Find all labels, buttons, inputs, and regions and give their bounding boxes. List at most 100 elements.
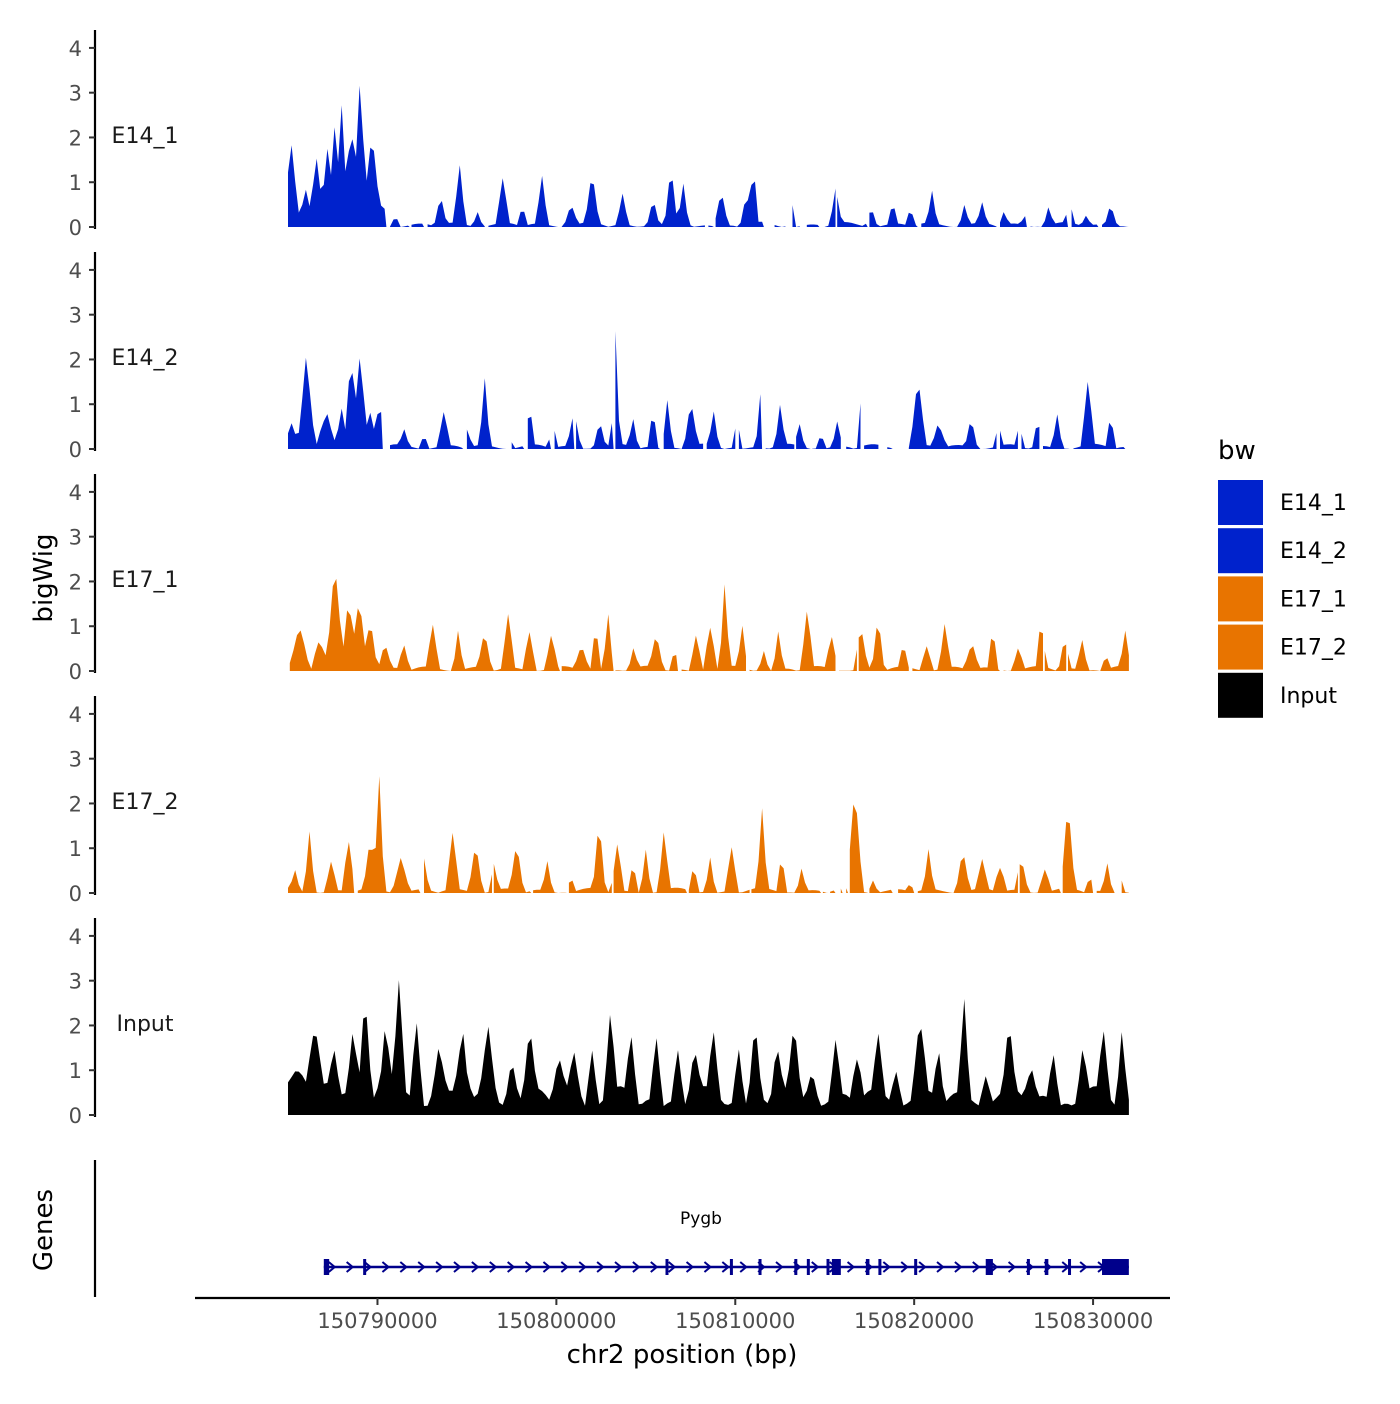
gene-strand-arrow (775, 1261, 784, 1273)
gene-strand-arrow (381, 1261, 390, 1273)
signal-area-E14_2-0 (288, 357, 383, 449)
signal-area-E14_2-12 (796, 424, 811, 449)
signal-area-E17_2-11 (840, 888, 843, 893)
gene-exon-13 (1026, 1259, 1030, 1275)
gene-exon-8 (831, 1259, 841, 1275)
genes-axis-title: Genes (29, 1189, 59, 1271)
x-tick-label-2: 150810000 (675, 1309, 795, 1333)
signal-area-E17_1-0 (289, 578, 560, 671)
gene-strand-arrow (650, 1261, 659, 1273)
gene-strand-arrow (363, 1261, 373, 1273)
gene-strand-arrow (399, 1261, 408, 1273)
signal-area-E14_1-12 (837, 196, 868, 227)
track-label-E17_2: E17_2 (112, 790, 179, 815)
signal-area-E14_1-4 (488, 175, 559, 227)
gene-strand-arrow (703, 1261, 713, 1273)
signal-area-E14_2-19 (1000, 430, 1018, 449)
gene-strand-arrow (918, 1261, 927, 1273)
gene-exon-7 (826, 1259, 830, 1275)
signal-area-E17_2-8 (751, 808, 822, 893)
signal-area-E14_1-14 (921, 190, 997, 227)
legend-swatch-E17_1 (1218, 576, 1263, 622)
signal-area-E17_2-6 (613, 832, 687, 893)
gene-exon-16 (1102, 1259, 1129, 1275)
gene-exon-6 (806, 1259, 810, 1275)
signal-area-E14_1-17 (1071, 209, 1099, 227)
signal-area-E17_2-10 (830, 890, 836, 893)
signal-area-E14_1-9 (792, 205, 800, 227)
signal-area-E17_2-14 (869, 880, 893, 893)
y-tick-label-E17_2-2: 2 (69, 792, 82, 816)
legend-label-E14_1: E14_1 (1280, 491, 1347, 516)
signal-area-E14_2-22 (1073, 381, 1126, 449)
gene-exon-5 (794, 1259, 798, 1275)
gene-strand-arrow (346, 1261, 355, 1273)
gene-strand-arrow (882, 1261, 891, 1273)
y-tick-label-E17_1-4: 4 (69, 481, 82, 505)
signal-area-E14_2-7 (615, 331, 661, 449)
signal-area-E17_1-5 (839, 649, 857, 671)
signal-area-E14_1-6 (708, 225, 714, 227)
y-tick-label-Input-0: 0 (69, 1104, 82, 1128)
legend-label-E17_1: E17_1 (1280, 587, 1347, 612)
signal-area-E14_1-1 (390, 219, 410, 227)
signal-area-E14_2-18 (982, 433, 997, 449)
x-tick-label-4: 150830000 (1033, 1309, 1153, 1333)
signal-area-E14_2-10 (738, 394, 763, 449)
signal-area-E17_2-1 (357, 776, 421, 893)
gene-label: Pygb (680, 1209, 722, 1229)
y-tick-label-E17_1-0: 0 (69, 660, 82, 684)
y-tick-label-E17_1-1: 1 (69, 615, 82, 639)
signal-area-E14_2-1 (390, 412, 464, 449)
y-tick-label-E17_2-0: 0 (69, 882, 82, 906)
signal-area-E14_2-13 (812, 421, 841, 449)
gene-strand-arrow (542, 1261, 551, 1273)
track-label-Input: Input (117, 1012, 174, 1037)
legend-swatch-E14_1 (1218, 480, 1263, 525)
signal-area-E14_1-3 (427, 165, 485, 227)
signal-area-E14_2-8 (663, 400, 704, 449)
signal-area-E14_1-13 (869, 208, 918, 227)
signal-area-E14_1-5 (561, 180, 705, 227)
legend: bw E14_1 E14_2 E17_1 E17_2 Input (1218, 436, 1347, 718)
signal-area-E14_1-7 (715, 181, 764, 227)
gene-strand-arrow (560, 1261, 569, 1273)
signal-area-E17_1-2 (615, 639, 678, 671)
signal-area-E14_1-15 (1000, 212, 1027, 227)
signal-area-E17_2-13 (849, 804, 868, 893)
y-tick-label-E14_1-1: 1 (69, 171, 82, 195)
signal-area-E17_2-16 (917, 849, 1018, 893)
gene-strand-arrow (489, 1261, 498, 1273)
signal-area-E17_2-2 (424, 832, 492, 893)
y-tick-label-E14_1-3: 3 (69, 82, 82, 106)
track-label-E14_2: E14_2 (112, 346, 179, 371)
legend-label-Input: Input (1280, 684, 1337, 709)
gene-strand-arrow (614, 1261, 623, 1273)
gene-strand-arrow (524, 1261, 534, 1273)
legend-swatch-E17_2 (1218, 624, 1263, 670)
gene-strand-arrow (328, 1261, 337, 1273)
signal-area-E17_2-0 (288, 831, 355, 893)
signal-area-Input-0 (288, 980, 1129, 1115)
gene-exon-10 (878, 1259, 882, 1275)
y-tick-label-E14_1-4: 4 (69, 37, 82, 61)
signal-area-E17_2-18 (1062, 821, 1094, 893)
signal-area-E17_1-9 (1044, 644, 1067, 671)
signal-area-E14_1-8 (774, 225, 786, 227)
gene-exon-12 (985, 1259, 993, 1275)
y-tick-label-E14_1-0: 0 (69, 216, 82, 240)
signal-area-E17_1-3 (681, 584, 746, 671)
gene-exon-9 (865, 1259, 870, 1275)
signal-area-E14_2-3 (511, 442, 525, 449)
legend-label-E17_2: E17_2 (1280, 636, 1347, 661)
signal-area-E14_2-2 (466, 378, 509, 449)
gene-strand-arrow (1007, 1261, 1017, 1273)
gene-strand-arrow (721, 1261, 730, 1273)
track-panel-Input: 0 1 2 3 4 Input (69, 918, 1129, 1128)
gene-strand-arrow (1079, 1261, 1088, 1273)
gene-strand-arrow (954, 1261, 963, 1273)
tracks-layer: 0 1 2 3 4 E14_1 0 1 2 3 4 E14_2 0 1 2 3 4 E17_1 0 1 2 3 4 E17_2… (69, 30, 1129, 1128)
gene-strand-arrow (632, 1261, 641, 1273)
x-axis-title: chr2 position (bp) (567, 1340, 798, 1370)
